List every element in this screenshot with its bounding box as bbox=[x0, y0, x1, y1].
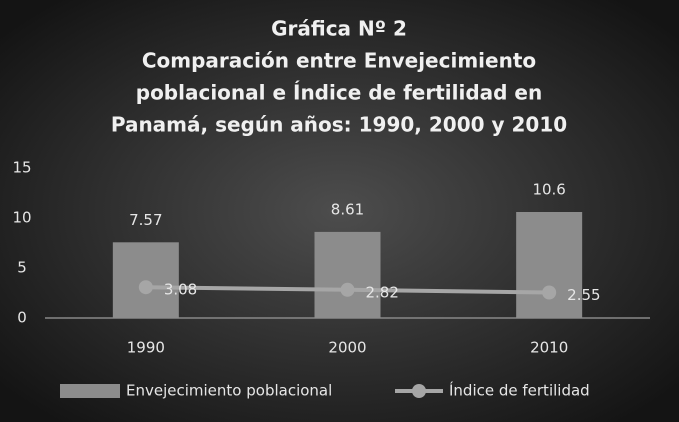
legend-swatch bbox=[412, 384, 426, 398]
bar bbox=[314, 231, 381, 318]
bar bbox=[112, 242, 179, 318]
legend-swatch bbox=[60, 384, 120, 398]
data-label: 3.08 bbox=[164, 281, 197, 299]
bar bbox=[516, 212, 583, 318]
y-tick-label: 10 bbox=[12, 209, 31, 227]
data-label: 2.82 bbox=[366, 283, 399, 301]
x-tick-label: 2000 bbox=[328, 339, 366, 357]
chart-title: Gráfica Nº 2 bbox=[271, 17, 407, 41]
x-tick-label: 2010 bbox=[530, 339, 568, 357]
legend-label: Índice de fertilidad bbox=[449, 381, 590, 400]
line-marker bbox=[138, 280, 153, 295]
y-tick-label: 0 bbox=[17, 309, 27, 327]
chart-title: Panamá, según años: 1990, 2000 y 2010 bbox=[111, 113, 567, 137]
chart-title: poblacional e Índice de fertilidad en bbox=[136, 81, 542, 105]
line-marker bbox=[542, 285, 557, 300]
y-tick-label: 15 bbox=[12, 159, 31, 177]
data-label: 10.6 bbox=[532, 181, 565, 199]
data-label: 2.55 bbox=[567, 286, 600, 304]
x-tick-label: 1990 bbox=[127, 339, 165, 357]
line-marker bbox=[340, 282, 355, 297]
data-label: 7.57 bbox=[129, 211, 162, 229]
data-label: 8.61 bbox=[331, 200, 364, 218]
y-tick-label: 5 bbox=[17, 259, 27, 277]
chart-title: Comparación entre Envejecimiento bbox=[142, 49, 536, 73]
legend-label: Envejecimiento poblacional bbox=[126, 382, 332, 400]
